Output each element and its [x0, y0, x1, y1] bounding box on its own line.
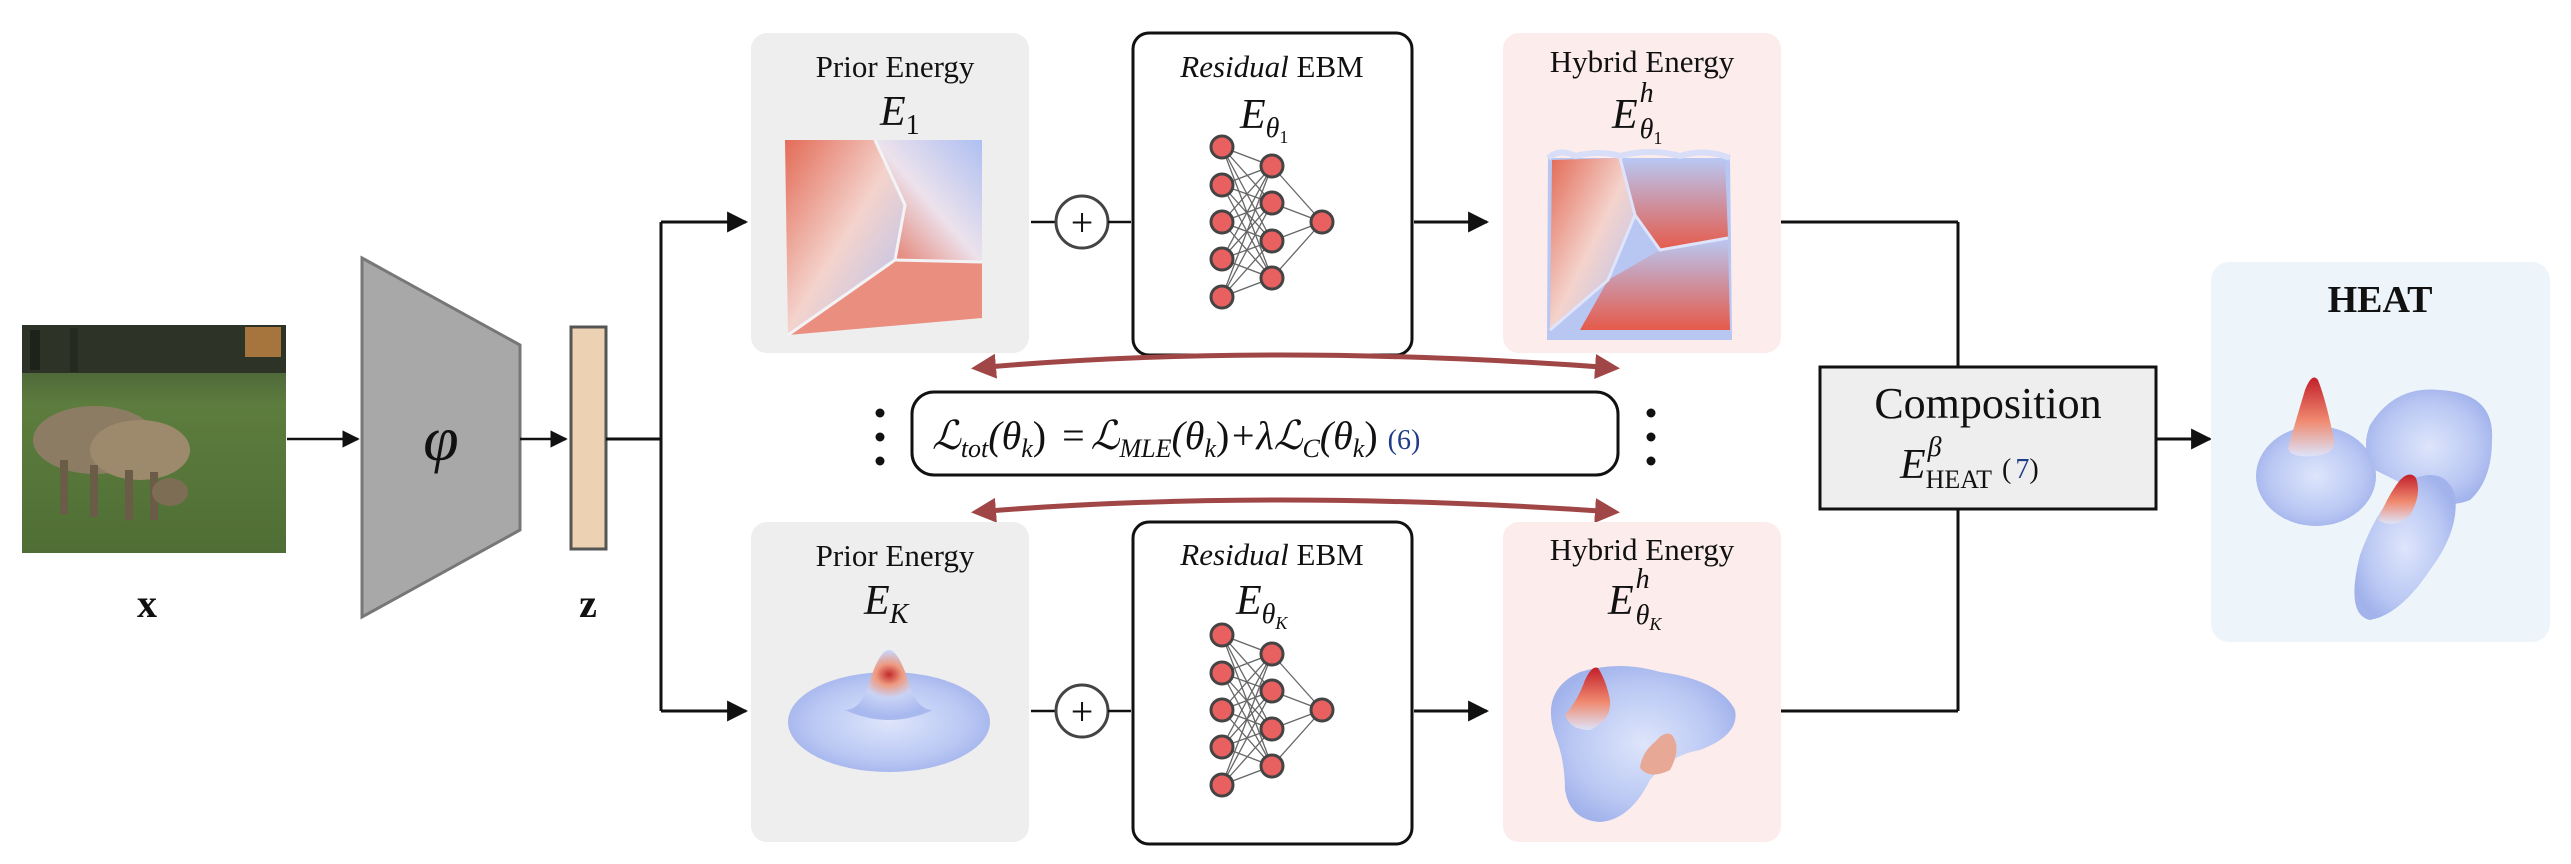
nn-node	[1209, 209, 1235, 235]
encoder-symbol: φ	[423, 403, 458, 474]
input-image	[22, 325, 286, 553]
loss-box	[910, 390, 1620, 477]
branch-connector	[606, 222, 663, 711]
bottom-nn-icon	[1209, 622, 1335, 798]
nn-node	[1259, 753, 1285, 779]
heat-surface	[2256, 377, 2493, 620]
top-plus-symbol: +	[1071, 200, 1094, 245]
top-prior-surface	[785, 139, 983, 337]
nn-node	[1209, 734, 1235, 760]
nn-node	[1209, 660, 1235, 686]
composition-box	[1818, 365, 2158, 511]
nn-node	[1209, 622, 1235, 648]
latent-vector	[569, 325, 608, 551]
encoder-trapezoid	[360, 255, 522, 620]
composition-symbol: Eβ HEAT(7)	[1899, 432, 2039, 494]
top-double-arrow	[971, 352, 1620, 379]
merge-connector	[1781, 220, 1960, 713]
nn-node	[1209, 284, 1235, 310]
input-label: x	[137, 581, 157, 626]
top-nn-icon	[1209, 134, 1335, 310]
bottom-plus-symbol: +	[1071, 689, 1094, 734]
nn-node	[1259, 716, 1285, 742]
nn-node	[1209, 772, 1235, 798]
bottom-hybrid-title: Hybrid Energy	[1550, 532, 1735, 567]
top-hybrid-symbol: Eh θ1	[1611, 78, 1662, 148]
bottom-prior-title: Prior Energy	[816, 538, 975, 573]
loss-equation: ℒtot(θk) = ℒMLE(θk)+λℒC(θk) (6)	[932, 413, 1420, 463]
bottom-prior-symbol: EK	[863, 578, 910, 630]
nn-node	[1309, 697, 1335, 723]
left-ellipsis-icon	[875, 408, 885, 466]
top-prior-symbol: E1	[879, 89, 920, 141]
top-residual-symbol: Eθ1	[1239, 92, 1288, 147]
nn-node	[1259, 265, 1285, 291]
bottom-residual-symbol: EθK	[1235, 578, 1288, 633]
nn-node	[1259, 153, 1285, 179]
latent-label: z	[579, 581, 597, 626]
bottom-hybrid-surface	[1550, 666, 1736, 822]
nn-node	[1259, 228, 1285, 254]
nn-node	[1259, 190, 1285, 216]
nn-node	[1209, 697, 1235, 723]
top-prior-title: Prior Energy	[816, 49, 975, 84]
bottom-residual-title: Residual EBM	[1179, 537, 1363, 572]
nn-node	[1259, 678, 1285, 704]
nn-node	[1259, 641, 1285, 667]
bottom-prior-surface	[788, 650, 990, 772]
bottom-hybrid-symbol: Eh θK	[1607, 564, 1662, 634]
nn-node	[1209, 134, 1235, 160]
nn-node	[1309, 209, 1335, 235]
bottom-double-arrow	[971, 497, 1620, 524]
composition-title: Composition	[1874, 379, 2101, 428]
top-hybrid-surface	[1546, 149, 1732, 340]
top-residual-title: Residual EBM	[1179, 49, 1363, 84]
heat-title: HEAT	[2328, 279, 2433, 321]
nn-node	[1209, 246, 1235, 272]
right-ellipsis-icon	[1646, 408, 1656, 466]
top-hybrid-title: Hybrid Energy	[1550, 44, 1735, 79]
nn-node	[1209, 172, 1235, 198]
